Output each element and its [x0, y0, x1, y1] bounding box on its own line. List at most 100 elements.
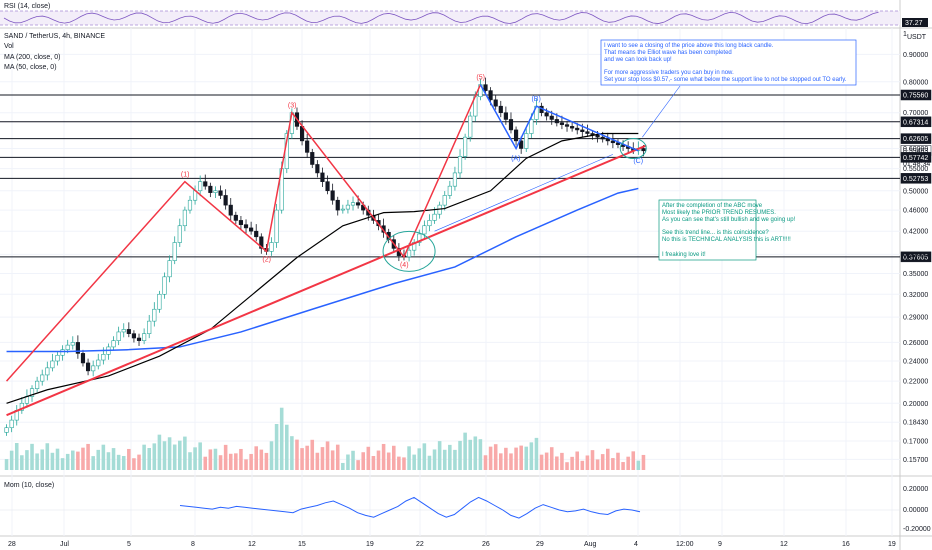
volume-bar: [142, 444, 146, 470]
candle-body: [65, 344, 70, 350]
volume-bar: [407, 446, 411, 470]
time-tick: 12: [248, 541, 256, 548]
volume-bar: [560, 452, 564, 470]
volume-bar: [178, 440, 182, 470]
candle-body: [167, 260, 172, 278]
volume-bar: [121, 456, 126, 470]
candle-body: [325, 181, 330, 192]
candle-body: [203, 181, 208, 187]
candle-body: [182, 209, 187, 227]
candle-body: [457, 156, 463, 174]
volume-bar: [417, 448, 422, 470]
ma200-line: [6, 187, 639, 353]
volume-bar: [106, 452, 111, 470]
volume-bar: [127, 448, 131, 470]
candle-body: [4, 427, 9, 433]
candle-body: [406, 249, 412, 258]
volume-bar: [422, 443, 427, 470]
candle-body: [233, 214, 238, 221]
volume-bar: [325, 441, 330, 470]
volume-bar: [264, 452, 269, 470]
candle-body: [136, 337, 142, 341]
volume-bar: [188, 452, 192, 470]
elliott-wave-label: (2): [262, 256, 271, 263]
candle-body: [600, 136, 605, 140]
volume-bar: [45, 443, 50, 470]
candle-body: [503, 112, 508, 120]
annotation-top: I want to see a closing of the price abo…: [600, 39, 857, 86]
volume-bar: [320, 447, 325, 470]
volume-bar: [493, 444, 498, 470]
candle-body: [60, 349, 65, 356]
rsi-label: RSI (14, close): [4, 3, 50, 10]
volume-bar: [259, 449, 264, 470]
moving-averages: [6, 132, 639, 404]
volume-bar: [137, 454, 141, 470]
candle-body: [111, 340, 116, 348]
volume-bar: [157, 434, 162, 470]
volume-bar: [111, 448, 116, 470]
volume-bar: [244, 459, 248, 470]
candle-body: [85, 362, 91, 372]
volume-bar: [509, 453, 513, 470]
candle-body: [126, 329, 131, 334]
candle-body: [80, 353, 86, 364]
annotation-bottom-box: [658, 199, 757, 261]
candle-body: [320, 172, 325, 182]
candle-body: [356, 202, 361, 206]
abc-wave-label: (A): [511, 155, 520, 162]
volume-bar: [218, 455, 223, 470]
candles: [4, 77, 646, 436]
volume-bar: [600, 454, 605, 470]
volume-bar: [463, 432, 467, 470]
candle-body: [243, 224, 249, 229]
volume-bar: [91, 456, 95, 470]
annotation-top-line-1: I want to see a closing of the price abo…: [604, 43, 774, 49]
volume-bar: [524, 446, 529, 470]
candle-body: [198, 181, 203, 192]
candle-body: [172, 242, 177, 261]
volume-bar: [488, 446, 493, 470]
candle-body: [483, 84, 488, 91]
volume-bar: [585, 455, 590, 470]
volume-bar: [193, 447, 197, 470]
candle-body: [29, 388, 35, 397]
waveC-highlight-circle: [619, 137, 647, 159]
candle-body: [488, 90, 493, 101]
candle-body: [513, 129, 519, 142]
rsi-value-tag: [902, 18, 928, 27]
time-tick: 19: [366, 541, 374, 548]
volume-bar: [636, 460, 641, 470]
currency-label: USDT: [907, 34, 927, 41]
price-tick: 0.29000: [903, 315, 928, 322]
candle-body: [187, 199, 193, 211]
candle-body: [223, 195, 228, 206]
candle-body: [142, 333, 147, 341]
mom-tick-high: 0.20000: [903, 486, 928, 493]
candle-body: [75, 342, 80, 354]
candle-body: [101, 354, 106, 361]
candle-body: [208, 185, 213, 193]
annotation-bottom-line-6: No this is TECHNICAL ANALYSIS this is AR…: [662, 237, 791, 243]
volume-bar: [279, 407, 284, 470]
axes: 0.90000 0.80000 0.70000 0.60000 0.55000 0.500…: [8, 52, 928, 548]
time-tick: 12:00: [676, 541, 694, 548]
volume-bar: [223, 444, 228, 470]
price-tick: 0.80000: [903, 79, 928, 86]
rsi-series: [0, 10, 900, 26]
legend-vol: Vol: [4, 43, 14, 50]
candle-body: [254, 230, 259, 238]
candle-body: [544, 112, 549, 117]
volume-bar: [335, 444, 340, 470]
candle-body: [575, 127, 580, 131]
time-tick: 29: [536, 541, 544, 548]
volume-bar: [50, 452, 55, 470]
volume-bar: [611, 458, 615, 470]
candle-body: [350, 202, 356, 206]
legend-ma200: MA (200, close, 0): [4, 54, 60, 61]
volume-bar: [203, 456, 208, 470]
volume-bar: [86, 443, 90, 470]
volume-bar: [616, 452, 620, 470]
volume-bar: [9, 450, 14, 470]
volume-bar: [621, 462, 625, 470]
